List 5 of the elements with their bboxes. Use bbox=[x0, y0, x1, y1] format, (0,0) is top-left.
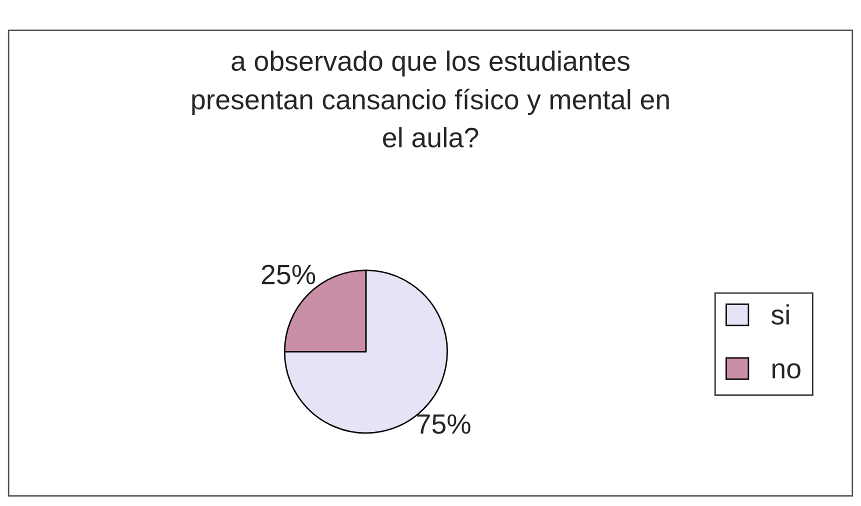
chart-title: a observado que los estudiantes presentan cansancio físico y mental en el aula? bbox=[192, 50, 669, 148]
legend-label: no bbox=[772, 363, 800, 379]
data-label: 25% bbox=[262, 264, 316, 284]
legend-label: si bbox=[771, 304, 789, 325]
data-label: 75% bbox=[417, 414, 470, 434]
